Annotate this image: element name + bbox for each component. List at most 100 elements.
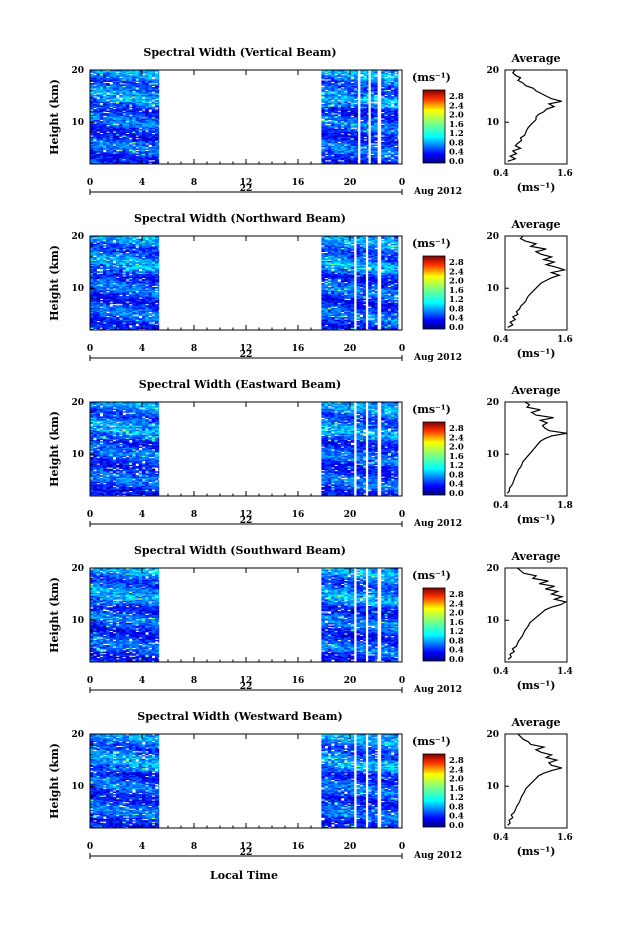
heatmap-cell [99, 105, 104, 107]
heatmap-cell [353, 89, 358, 92]
heatmap-cell [90, 84, 94, 86]
heatmap-cell [384, 106, 388, 109]
heatmap-cell [93, 140, 97, 143]
heatmap-cell [151, 83, 156, 85]
heatmap-cell [142, 130, 146, 132]
heatmap-cell [158, 275, 160, 277]
heatmap-cell [103, 123, 107, 126]
heatmap-cell [155, 109, 159, 111]
heatmap-cell [93, 110, 97, 113]
heatmap-cell [96, 119, 101, 122]
heatmap-cell [116, 160, 120, 162]
heatmap-cell [321, 157, 325, 160]
heatmap-cell [390, 153, 395, 156]
heatmap-cell [90, 98, 94, 101]
heatmap-cell [122, 149, 127, 152]
heatmap-cell [103, 130, 107, 132]
heatmap-cell [347, 135, 351, 137]
heatmap-cell [96, 120, 101, 123]
heatmap-cell [99, 153, 104, 156]
heatmap-cell [99, 110, 104, 113]
heatmap-cell [132, 130, 136, 132]
heatmap-cell [129, 124, 133, 127]
heatmap-cell [106, 136, 110, 139]
heatmap-cell [321, 76, 325, 79]
heatmap-cell [112, 72, 117, 75]
heatmap-cell [129, 75, 133, 77]
heatmap-cell [96, 137, 101, 140]
heatmap-cell [142, 118, 146, 120]
heatmap-cell [155, 157, 159, 160]
heatmap-cell [96, 135, 101, 137]
heatmap-cell [125, 126, 130, 128]
heatmap-cell [103, 131, 107, 133]
heatmap-cell [142, 76, 146, 79]
heatmap-cell [106, 113, 110, 115]
heatmap-cell [112, 77, 117, 80]
heatmap-cell [125, 140, 130, 143]
heatmap-cell [106, 114, 110, 116]
heatmap-cell [331, 156, 335, 158]
heatmap-cell [103, 157, 107, 160]
heatmap-cell [132, 124, 136, 127]
heatmap-cell [109, 71, 114, 73]
heatmap-cell [334, 128, 338, 131]
heatmap-cell [129, 109, 133, 111]
heatmap-cell [158, 152, 160, 154]
heatmap-cell [145, 98, 149, 101]
heatmap-cell [158, 149, 160, 152]
heatmap-cell [112, 157, 117, 160]
heatmap-cell [350, 107, 355, 110]
heatmap-cell [321, 162, 325, 165]
heatmap-cell [337, 84, 342, 86]
heatmap-cell [112, 118, 117, 120]
heatmap-cell [324, 113, 329, 115]
heatmap-cell [106, 105, 110, 107]
heatmap-cell [119, 147, 123, 149]
heatmap-cell [132, 158, 136, 161]
heatmap-cell [138, 70, 143, 72]
heatmap-cell [119, 156, 123, 158]
heatmap-cell [138, 130, 143, 132]
heatmap-cell [96, 157, 101, 160]
heatmap-cell [155, 140, 159, 143]
heatmap-cell [151, 246, 156, 249]
heatmap-cell [93, 92, 97, 94]
heatmap-cell [125, 80, 130, 83]
heatmap-cell [321, 113, 325, 115]
heatmap-cell [119, 77, 123, 80]
heatmap-cell [148, 123, 153, 126]
heatmap-cell [142, 115, 146, 118]
heatmap-cell [90, 114, 94, 116]
heatmap-cell [96, 156, 101, 158]
heatmap-cell [112, 103, 117, 106]
heatmap-cell [327, 280, 332, 282]
heatmap-cell [353, 128, 358, 131]
heatmap-cell [132, 105, 136, 107]
heatmap-cell [321, 114, 325, 116]
heatmap-cell [142, 152, 146, 154]
heatmap-cell [90, 77, 94, 80]
heatmap-cell [93, 72, 97, 75]
heatmap-cell [119, 158, 123, 161]
heatmap-cell [155, 117, 159, 119]
heatmap-cell [132, 122, 136, 124]
heatmap-cell [99, 72, 104, 75]
heatmap-cell [99, 252, 104, 255]
heatmap-cell [145, 73, 149, 76]
heatmap-cell [103, 120, 107, 123]
heatmap-cell [106, 97, 110, 100]
heatmap-cell [331, 101, 335, 103]
heatmap-cell [109, 306, 114, 309]
heatmap-cell [148, 77, 153, 80]
heatmap-cell [99, 135, 104, 137]
heatmap-cell [129, 147, 133, 149]
heatmap-cell [109, 126, 114, 128]
heatmap-cell [142, 101, 146, 103]
heatmap-cell [109, 158, 114, 161]
heatmap-cell [93, 97, 97, 100]
heatmap-cell [324, 281, 329, 284]
heatmap-cell [125, 156, 130, 158]
heatmap-cell [381, 97, 385, 100]
heatmap-cell [145, 158, 149, 161]
